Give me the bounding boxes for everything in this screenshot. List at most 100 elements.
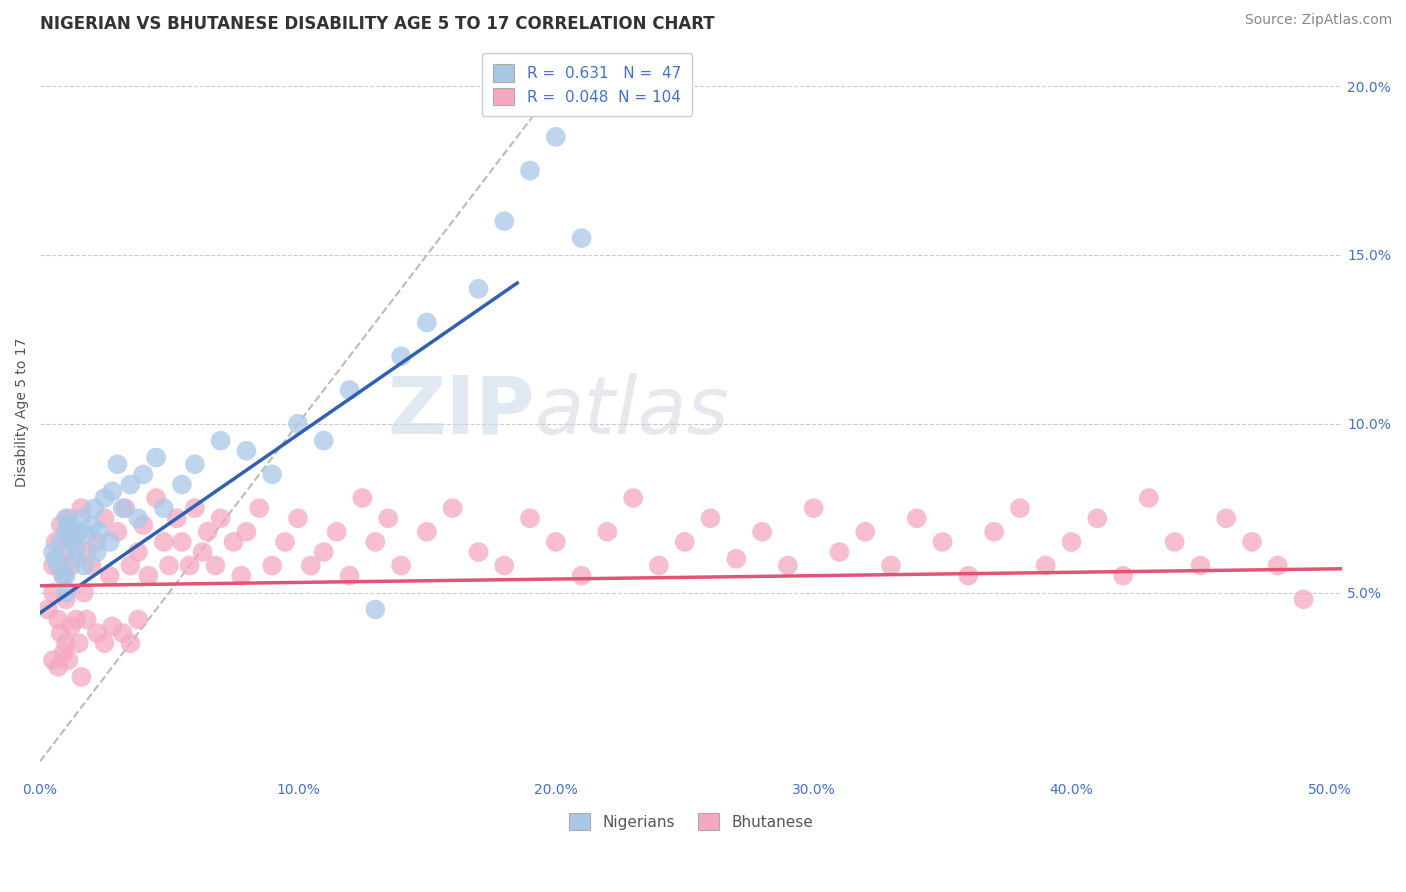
Text: NIGERIAN VS BHUTANESE DISABILITY AGE 5 TO 17 CORRELATION CHART: NIGERIAN VS BHUTANESE DISABILITY AGE 5 T…: [41, 15, 714, 33]
Point: [389, 558, 412, 573]
Point: [52, 568, 75, 582]
Point: [89, 524, 111, 539]
Point: [67, 524, 90, 539]
Point: [467, 545, 489, 559]
Point: [127, 613, 149, 627]
Point: [204, 558, 226, 573]
Point: [621, 491, 644, 505]
Point: [107, 524, 129, 539]
Point: [673, 535, 696, 549]
Point: [42, 558, 65, 573]
Point: [1163, 535, 1185, 549]
Point: [45, 535, 67, 549]
Point: [46, 660, 69, 674]
Point: [58, 653, 80, 667]
Point: [101, 484, 124, 499]
Point: [132, 518, 155, 533]
Point: [416, 524, 439, 539]
Point: [209, 511, 232, 525]
Y-axis label: Disability Age 5 to 17: Disability Age 5 to 17: [15, 337, 30, 487]
Point: [58, 518, 80, 533]
Point: [62, 551, 84, 566]
Point: [49, 626, 72, 640]
Point: [544, 129, 567, 144]
Point: [132, 467, 155, 482]
Point: [1240, 535, 1263, 549]
Point: [571, 568, 593, 582]
Point: [120, 558, 142, 573]
Point: [262, 558, 284, 573]
Point: [352, 491, 374, 505]
Point: [153, 501, 176, 516]
Point: [55, 592, 77, 607]
Point: [86, 545, 108, 559]
Point: [287, 511, 309, 525]
Point: [184, 501, 207, 516]
Point: [127, 511, 149, 525]
Point: [231, 568, 253, 582]
Point: [62, 535, 84, 549]
Point: [235, 524, 257, 539]
Point: [364, 535, 387, 549]
Point: [1085, 511, 1108, 525]
Text: Source: ZipAtlas.com: Source: ZipAtlas.com: [1244, 13, 1392, 28]
Point: [76, 528, 98, 542]
Point: [1008, 501, 1031, 516]
Point: [83, 501, 105, 516]
Point: [170, 477, 193, 491]
Point: [1267, 558, 1289, 573]
Point: [957, 568, 980, 582]
Point: [1112, 568, 1135, 582]
Point: [67, 636, 90, 650]
Point: [101, 619, 124, 633]
Point: [70, 670, 93, 684]
Point: [86, 535, 108, 549]
Point: [287, 417, 309, 431]
Point: [67, 524, 90, 539]
Point: [191, 545, 214, 559]
Point: [127, 545, 149, 559]
Point: [98, 535, 121, 549]
Point: [49, 535, 72, 549]
Point: [699, 511, 721, 525]
Point: [325, 524, 347, 539]
Point: [52, 568, 75, 582]
Point: [93, 636, 115, 650]
Point: [65, 541, 87, 556]
Point: [776, 558, 799, 573]
Text: atlas: atlas: [534, 373, 730, 451]
Point: [1060, 535, 1083, 549]
Point: [145, 450, 167, 465]
Point: [274, 535, 297, 549]
Point: [312, 434, 335, 448]
Point: [441, 501, 464, 516]
Point: [52, 646, 75, 660]
Point: [364, 602, 387, 616]
Point: [55, 585, 77, 599]
Point: [184, 457, 207, 471]
Point: [70, 511, 93, 525]
Point: [389, 349, 412, 363]
Point: [262, 467, 284, 482]
Point: [60, 558, 83, 573]
Point: [42, 653, 65, 667]
Point: [725, 551, 748, 566]
Point: [93, 491, 115, 505]
Point: [120, 636, 142, 650]
Point: [377, 511, 399, 525]
Point: [157, 558, 180, 573]
Text: ZIP: ZIP: [388, 373, 534, 451]
Point: [339, 383, 361, 397]
Point: [235, 443, 257, 458]
Point: [467, 282, 489, 296]
Point: [853, 524, 876, 539]
Point: [80, 518, 103, 533]
Point: [73, 585, 96, 599]
Point: [931, 535, 953, 549]
Point: [114, 501, 136, 516]
Point: [138, 568, 160, 582]
Point: [70, 501, 93, 516]
Point: [93, 511, 115, 525]
Point: [222, 535, 245, 549]
Legend: Nigerians, Bhutanese: Nigerians, Bhutanese: [562, 806, 820, 837]
